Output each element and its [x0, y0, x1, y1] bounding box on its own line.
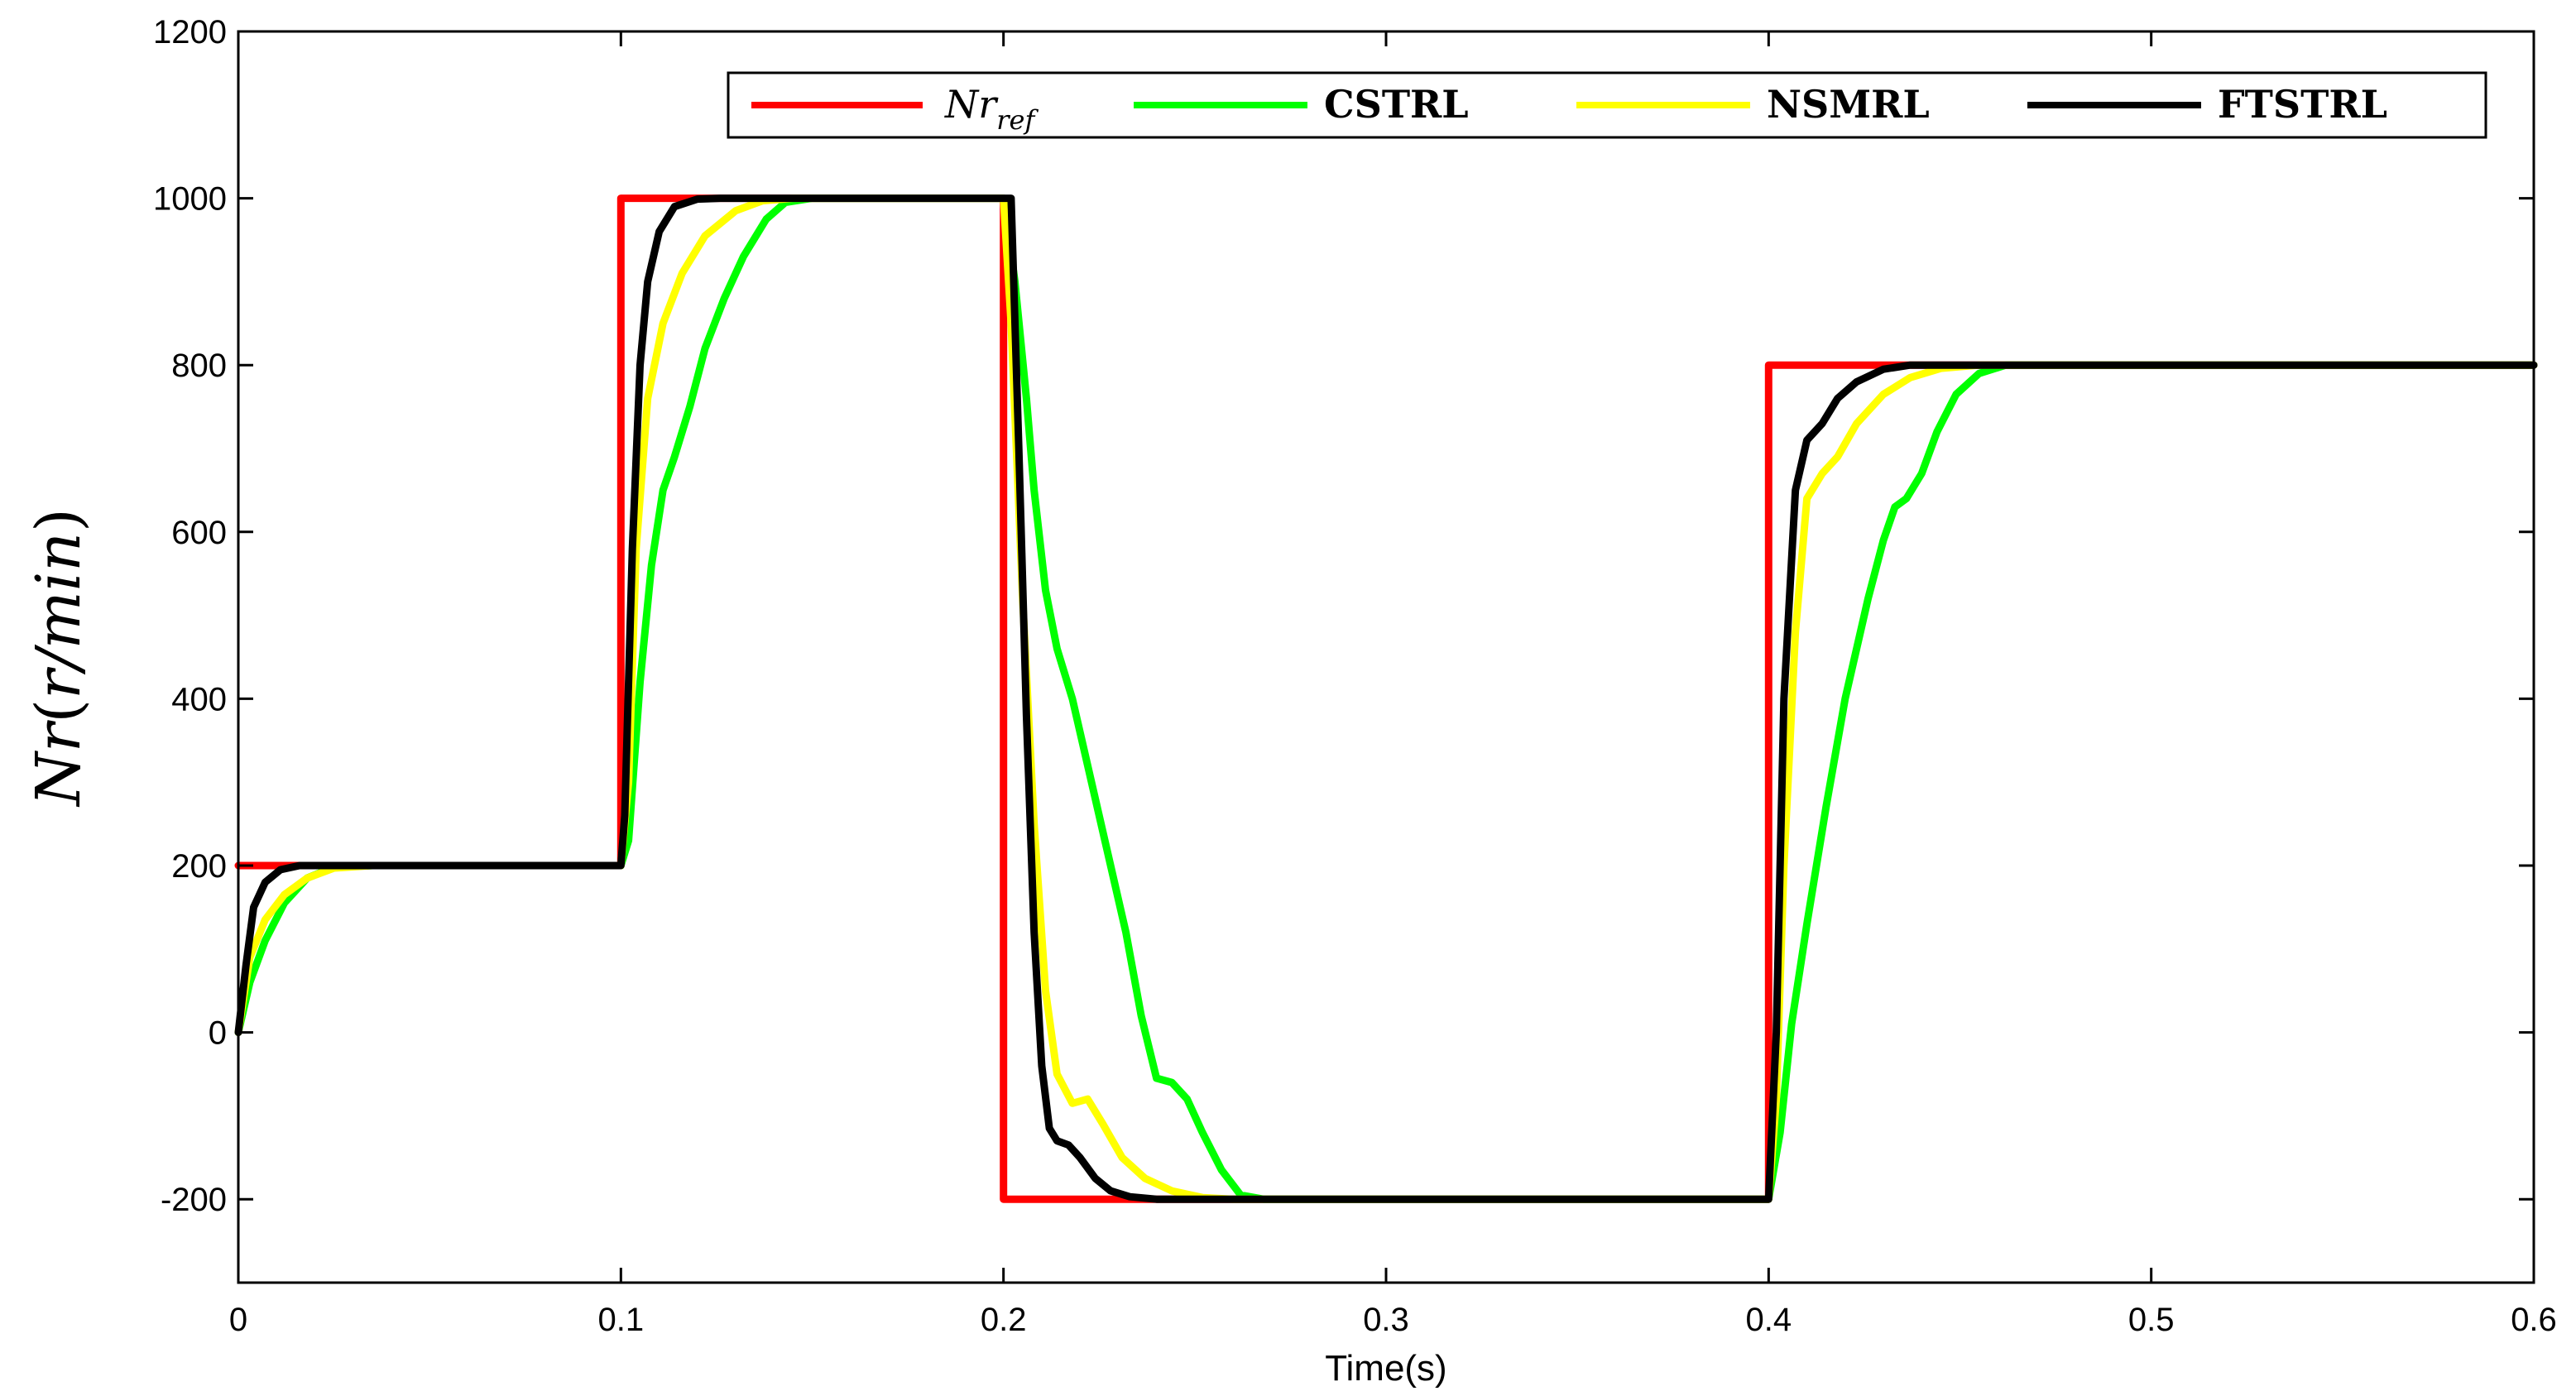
y-tick-label: 400 — [171, 681, 227, 717]
x-tick-label: 0.3 — [1363, 1302, 1409, 1338]
legend: Nrref CSTRL NSMRL FTSTRL — [727, 71, 2487, 139]
x-tick-label: 0.4 — [1746, 1302, 1792, 1338]
y-tick-label: 800 — [171, 348, 227, 384]
y-axis-label-main: Nr — [23, 719, 94, 808]
series-line-ftstrl — [234, 194, 2538, 1203]
y-tick-label: 1200 — [153, 14, 227, 50]
legend-label-nsmrl: NSMRL — [1767, 82, 1930, 127]
x-tick-label: 0 — [229, 1302, 247, 1338]
x-tick-label: 0.2 — [981, 1302, 1027, 1338]
series-line-cstrl — [234, 194, 2538, 1203]
y-tick-label: -200 — [161, 1182, 227, 1218]
series-layer — [234, 194, 2538, 1203]
legend-label-cstrl: CSTRL — [1324, 82, 1469, 127]
tick-layer: 0 0.1 0.2 0.3 0.4 0.5 0.6 -200 0 200 400 600 800 1000… — [153, 14, 2557, 1338]
legend-label-ref-main: Nr — [944, 82, 999, 127]
x-tick-label: 0.5 — [2128, 1302, 2175, 1338]
plot-area — [238, 31, 2534, 1283]
legend-label-ref: Nrref — [944, 82, 1039, 136]
y-tick-label: 1000 — [153, 181, 227, 218]
y-tick-label: 0 — [209, 1015, 227, 1052]
y-tick-label: 200 — [171, 848, 227, 885]
y-axis-label-unit: r/min — [23, 532, 94, 699]
legend-label-ftstrl: FTSTRL — [2218, 82, 2387, 127]
series-line-nr-ref — [234, 194, 2538, 1203]
y-tick-label: 600 — [171, 515, 227, 551]
x-axis-label: Time(s) — [1325, 1348, 1446, 1389]
x-tick-label: 0.1 — [598, 1302, 645, 1338]
y-axis-label: Nr(r/min) — [23, 508, 94, 808]
legend-label-ref-sub: ref — [996, 104, 1039, 136]
y-axis-label-close: ) — [23, 508, 94, 532]
x-tick-label: 0.6 — [2511, 1302, 2557, 1338]
y-axis-label-open: ( — [23, 699, 94, 723]
